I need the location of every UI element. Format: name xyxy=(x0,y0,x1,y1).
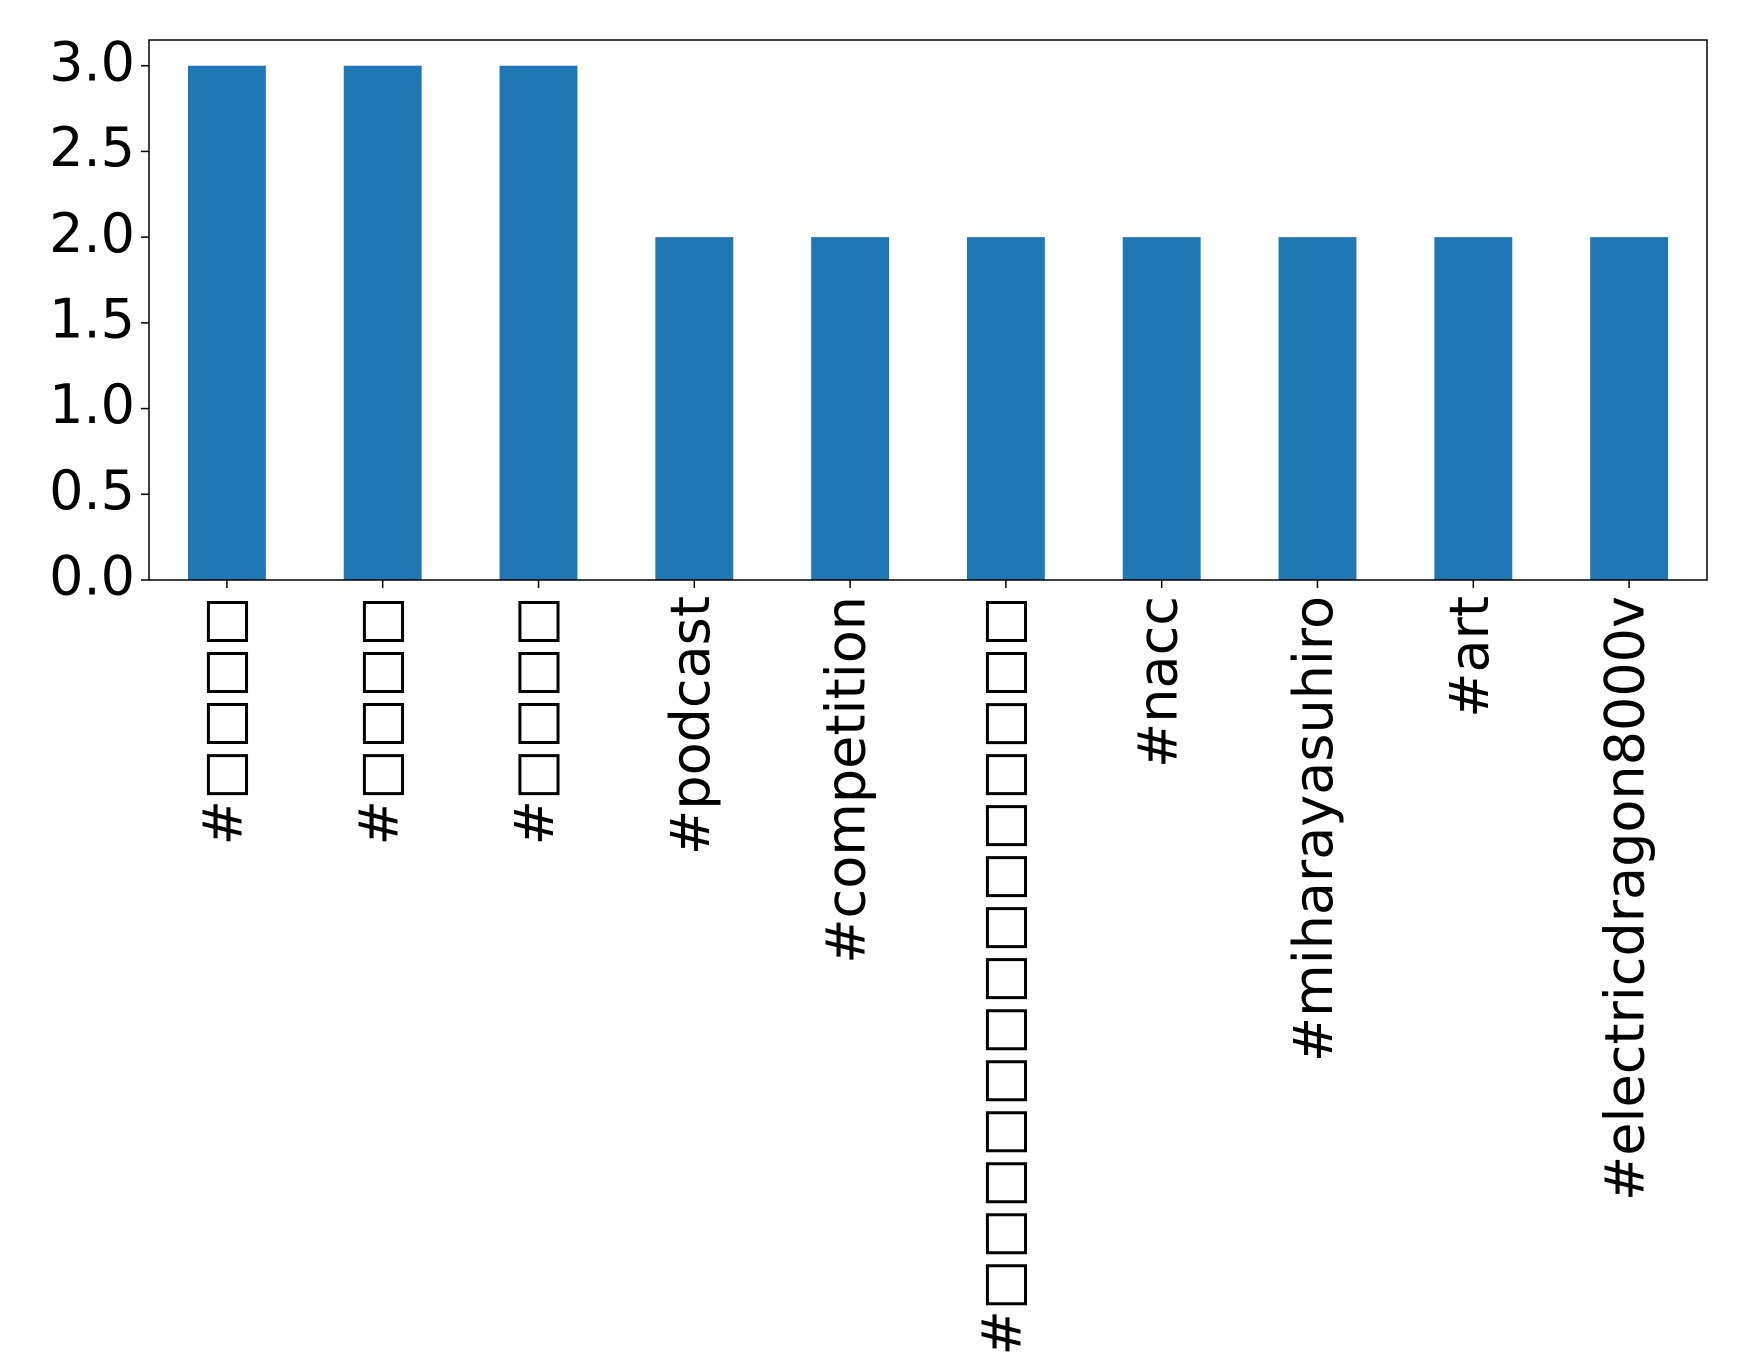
x-tick-label: #□□□□ xyxy=(503,596,566,845)
x-tick-label: #□□□□ xyxy=(192,596,255,845)
x-tick-label: #□□□□ xyxy=(347,596,410,845)
bar xyxy=(1434,237,1513,580)
bar xyxy=(811,237,890,580)
bar xyxy=(187,65,266,580)
y-tick-label: 0.5 xyxy=(49,459,135,522)
bar xyxy=(499,65,578,580)
bar xyxy=(1590,237,1669,580)
x-tick-label: #nacc xyxy=(1126,596,1189,768)
x-tick-label: #podcast xyxy=(659,596,722,855)
x-tick-label: #miharayasuhiro xyxy=(1282,596,1345,1062)
y-tick-label: 1.5 xyxy=(49,287,135,350)
x-tick-label: #□□□□□□□□□□□□□□ xyxy=(971,596,1034,1356)
y-tick-label: 3.0 xyxy=(49,30,135,93)
bar xyxy=(655,237,734,580)
bar xyxy=(966,237,1045,580)
bar xyxy=(1122,237,1201,580)
plot-frame xyxy=(148,39,1708,581)
y-tick-label: 1.0 xyxy=(49,373,135,436)
y-tick-label: 2.0 xyxy=(49,202,135,265)
y-tick-label: 0.0 xyxy=(49,545,135,608)
bar xyxy=(343,65,422,580)
x-tick-label: #competition xyxy=(815,596,878,964)
bar xyxy=(1278,237,1357,580)
x-tick-label: #electricdragon8000v xyxy=(1594,596,1657,1201)
y-tick-label: 2.5 xyxy=(49,116,135,179)
x-tick-label: #art xyxy=(1438,596,1501,718)
